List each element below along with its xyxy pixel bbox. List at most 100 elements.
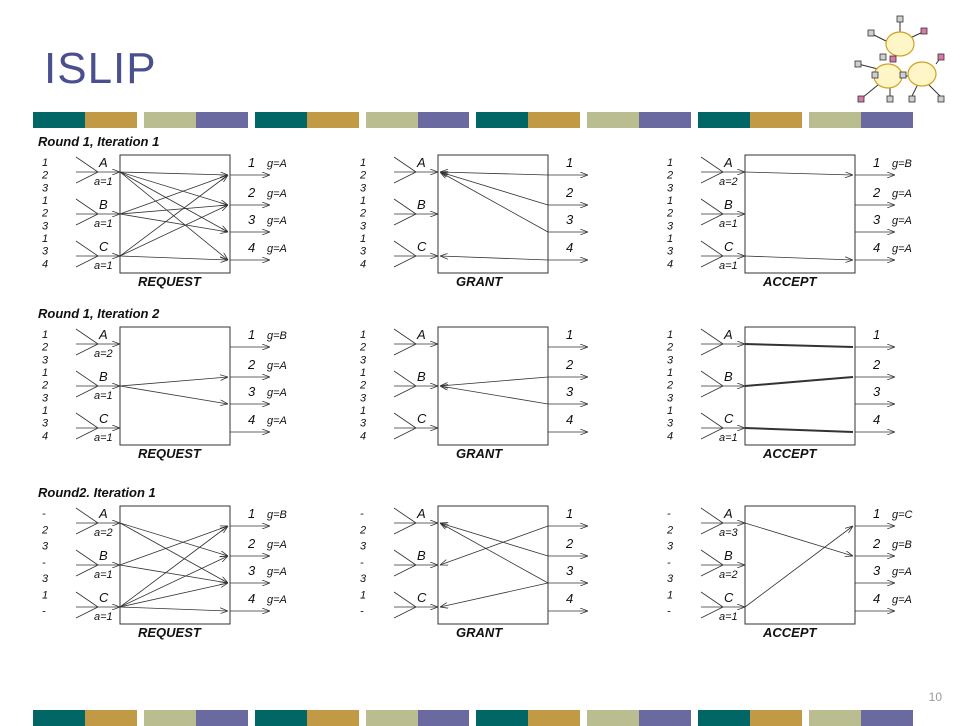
output-label: 4 [248,591,255,606]
input-line [393,171,417,184]
port-number: 4 [360,430,366,442]
port-number: 2 [359,208,366,220]
output-label: 1 [873,506,880,521]
grant-pointer: g=B [267,509,287,521]
input-line [75,412,99,429]
pointer-counter: a=1 [719,218,738,230]
port-number: 3 [360,541,367,553]
connection-line [119,522,228,556]
input-line [393,198,417,215]
band-gap [580,112,588,128]
port-number: 1 [667,157,673,169]
port-number: 4 [360,258,366,270]
port-number: 1 [360,589,366,601]
input-line [75,564,99,577]
port-number: 2 [41,170,48,182]
port-number: 1 [360,233,366,245]
band-segment [306,112,359,128]
input-label: A [723,327,733,342]
band-segment [587,112,640,128]
grant-pointer: g=B [892,158,912,170]
switch-panel-accept: A B C - 2 3 - 3 1 - a=3 a=2 a=1 1 2 3 4 g=C g=B g=A g=A ACCEP… [666,505,913,640]
output-label: 4 [873,591,880,606]
input-line [393,606,417,619]
port-number: - [667,508,671,520]
band-gap [912,710,920,726]
output-label: 3 [873,212,881,227]
switch-panel-request: ABC123123134a=1a=1a=11234g=Ag=Ag=Ag=AREQ… [41,154,287,289]
grant-line [440,172,549,176]
output-label: 2 [872,185,881,200]
input-label: C [724,239,734,254]
band-gap [691,710,699,726]
port-number: - [360,557,364,569]
port-number: 3 [667,573,674,585]
input-line [700,240,724,257]
input-line [700,198,724,215]
port-number: 4 [42,258,48,270]
band-gap [469,710,477,726]
output-label: 3 [873,384,881,399]
round-label: Round 1, Iteration 2 [38,306,160,321]
grant-pointer: g=A [267,594,287,606]
connection-line [119,175,228,215]
grant-line [440,256,549,261]
band-segment [528,112,581,128]
port-number: 1 [42,589,48,601]
port-number: 1 [42,157,48,169]
pointer-counter: a=2 [94,348,113,360]
port-number: 1 [667,233,673,245]
network-logo-icon [854,15,945,103]
stage-label: REQUEST [138,625,202,640]
input-line [75,370,99,387]
pointer-counter: a=1 [719,260,738,272]
input-line [393,564,417,577]
port-number: 1 [667,329,673,341]
band-segment [698,112,751,128]
port-number: 4 [667,430,673,442]
output-label: 1 [566,155,573,170]
input-line [393,213,417,226]
pointer-counter: a=2 [719,176,738,188]
grant-line [440,582,549,607]
port-number: 2 [666,524,673,536]
input-label: B [99,197,108,212]
port-number: 3 [42,354,49,366]
switch-panel-accept: ABC123123134a=2a=1a=11234g=Bg=Ag=Ag=AACC… [666,154,912,289]
input-line [75,507,99,524]
switch-box [744,505,856,625]
stage-label: GRANT [456,446,503,461]
switch-panel-request: ABC123123134a=2a=1a=11234g=Bg=Ag=Ag=AREQ… [41,326,287,461]
band-gap [358,112,366,128]
input-label: A [98,327,108,342]
connection-line [119,377,228,387]
connection-line [744,343,854,348]
port-number: 3 [667,246,674,258]
input-label: B [417,369,426,384]
connection-line [119,171,228,205]
band-gap [802,112,810,128]
input-label: B [417,197,426,212]
pointer-counter: a=1 [94,432,113,444]
port-number: 3 [360,220,367,232]
input-line [700,591,724,608]
port-number: 2 [359,524,366,536]
switch-box [119,505,231,625]
grant-pointer: g=A [892,215,912,227]
input-line [393,522,417,535]
connection-line [119,385,228,404]
band-gap [136,710,144,726]
band-segment [750,112,803,128]
input-line [393,328,417,345]
band-segment [417,112,470,128]
input-line [393,591,417,608]
port-number: - [42,606,46,618]
input-label: B [724,197,733,212]
input-label: C [99,411,109,426]
switch-panel-request: A B C - 2 3 - 3 1 - a=2 a=1 a=1 1 2 3 4 g=B g=A g=A g=A REQUE… [41,505,287,640]
stage-label: ACCEPT [762,625,818,640]
input-label: B [99,369,108,384]
band-gap [247,710,255,726]
